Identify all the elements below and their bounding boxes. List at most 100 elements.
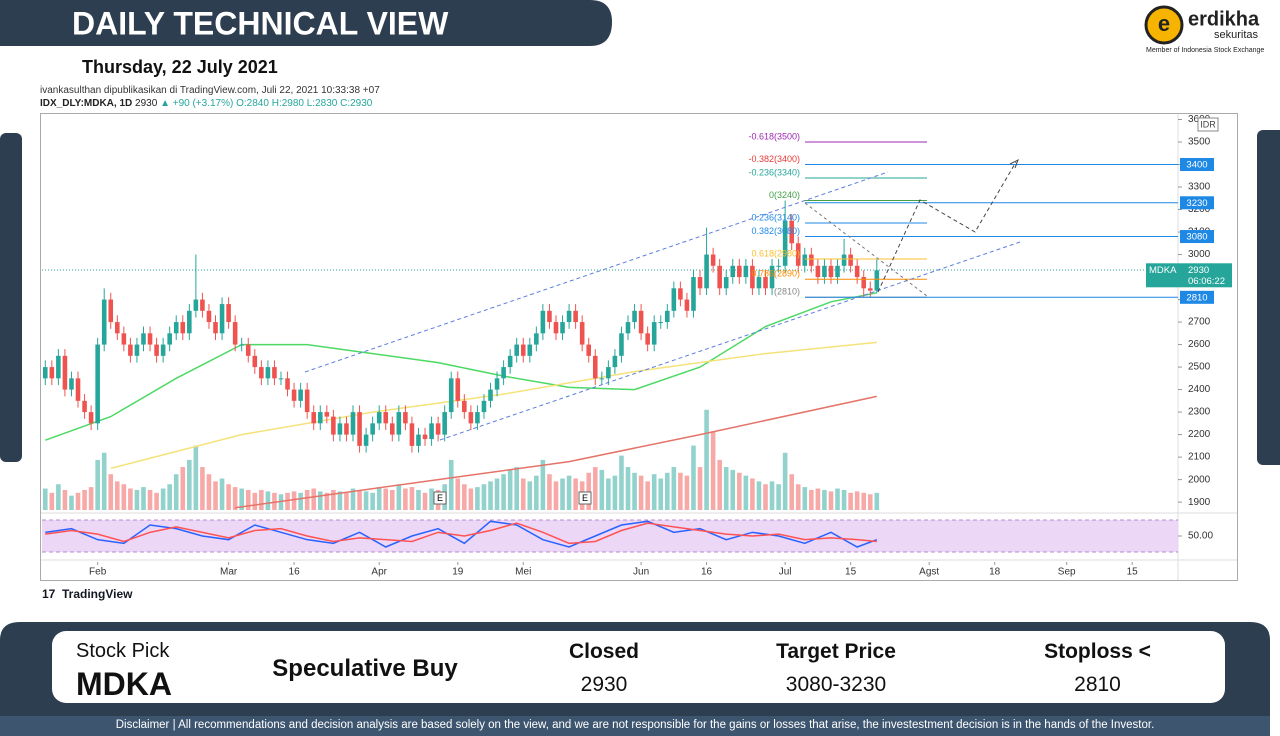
- candle-body: [678, 288, 683, 300]
- candle-body: [304, 389, 310, 413]
- y-tick-label: 2700: [1188, 317, 1211, 328]
- price-tag-label: 3230: [1186, 198, 1207, 209]
- volume-bar: [383, 488, 389, 510]
- volume-bar: [422, 492, 428, 510]
- candle-body: [468, 412, 474, 424]
- volume-bar: [298, 492, 303, 510]
- candle-body: [272, 367, 277, 379]
- candle-body: [56, 355, 61, 379]
- volume-bar: [147, 489, 153, 510]
- candle-body: [344, 423, 349, 435]
- candle-body: [560, 322, 565, 334]
- candle-body: [789, 220, 794, 244]
- volume-bar: [160, 488, 166, 510]
- volume-bar: [867, 494, 873, 510]
- volume-bar: [219, 478, 225, 510]
- volume-bar: [638, 475, 644, 510]
- y-tick-label: 2200: [1188, 429, 1211, 440]
- y-tick-label: 3500: [1188, 137, 1211, 148]
- volume-bar: [664, 472, 670, 510]
- candle-body: [128, 344, 133, 356]
- last-tag-countdown: 06:06:22: [1188, 276, 1225, 287]
- volume-bar: [606, 478, 611, 510]
- volume-bar: [259, 489, 264, 510]
- fib-label: 0.236(3140): [751, 212, 800, 222]
- volume-bar: [507, 469, 513, 510]
- x-tick-label: 16: [701, 567, 713, 578]
- candle-body: [311, 412, 317, 424]
- candle-body: [370, 423, 375, 435]
- volume-bar: [494, 478, 500, 510]
- volume-bar: [363, 491, 369, 510]
- candle-body: [448, 378, 454, 413]
- volume-bar: [520, 478, 526, 510]
- y-tick-label: 1900: [1188, 497, 1211, 508]
- price-tag: [1180, 290, 1214, 304]
- fib-label: -0.236(3340): [748, 167, 800, 177]
- candle-body: [691, 277, 696, 311]
- volume-bar: [566, 475, 572, 510]
- volume-bar: [429, 488, 434, 510]
- x-tick-label: Sep: [1058, 567, 1076, 578]
- x-tick-label: Apr: [371, 567, 387, 578]
- candle-body: [357, 412, 362, 446]
- price-tag: [1180, 158, 1214, 172]
- candle-body: [658, 322, 664, 324]
- volume-bar: [481, 484, 487, 510]
- volume-bar: [841, 489, 847, 510]
- candle-body: [540, 310, 546, 334]
- candle-body: [835, 265, 840, 278]
- disclaimer-bar: [0, 716, 1270, 736]
- source: TradingView: [62, 587, 133, 601]
- candle-body: [259, 367, 264, 379]
- candle-body: [809, 254, 814, 266]
- volume-bar: [848, 492, 853, 510]
- candle-body: [494, 378, 500, 390]
- candle-body: [337, 423, 343, 435]
- moving-average: [110, 341, 877, 470]
- volume-bar: [743, 475, 749, 510]
- last-tag: [1146, 263, 1232, 288]
- candle-body: [848, 254, 853, 266]
- volume-bar: [710, 431, 716, 510]
- forecast-arrow: [1009, 158, 1019, 169]
- candle-body: [651, 322, 657, 345]
- volume-bar: [697, 467, 703, 510]
- stock-pick-label: Stock Pick: [76, 640, 170, 662]
- candle-body: [619, 333, 624, 356]
- candle-body: [861, 277, 867, 289]
- candle-body: [776, 265, 781, 267]
- fib-label: 0(3240): [769, 190, 800, 200]
- title-banner: [0, 0, 612, 46]
- price-tag-label: 2810: [1186, 292, 1207, 303]
- x-tick-label: Jun: [633, 567, 649, 578]
- candle-body: [206, 310, 212, 323]
- candle-body: [232, 322, 238, 345]
- candle-body: [704, 254, 709, 289]
- candle-body: [403, 412, 408, 424]
- chart-frame: [40, 113, 1238, 581]
- candle-body: [82, 400, 87, 413]
- volume-bar: [678, 472, 683, 510]
- candle-body: [828, 265, 834, 278]
- volume-bar: [776, 484, 781, 510]
- candle-body: [429, 423, 434, 440]
- candle-body: [409, 423, 415, 446]
- candle-body: [167, 333, 172, 345]
- high: H:2980: [271, 98, 304, 109]
- volume-bar: [756, 481, 762, 510]
- volume-bar: [128, 488, 133, 510]
- volume-bar: [527, 481, 533, 510]
- event-marker: E: [437, 493, 443, 503]
- volume-bar: [540, 459, 546, 510]
- candle-body: [462, 400, 467, 413]
- volume-bar: [350, 488, 356, 510]
- candle-body: [200, 299, 205, 311]
- volume-bar: [671, 467, 677, 510]
- candle-body: [141, 333, 146, 345]
- volume-bar: [501, 474, 506, 510]
- x-tick-label: 16: [289, 567, 301, 578]
- volume-bar: [547, 474, 552, 510]
- volume-bar: [291, 491, 297, 510]
